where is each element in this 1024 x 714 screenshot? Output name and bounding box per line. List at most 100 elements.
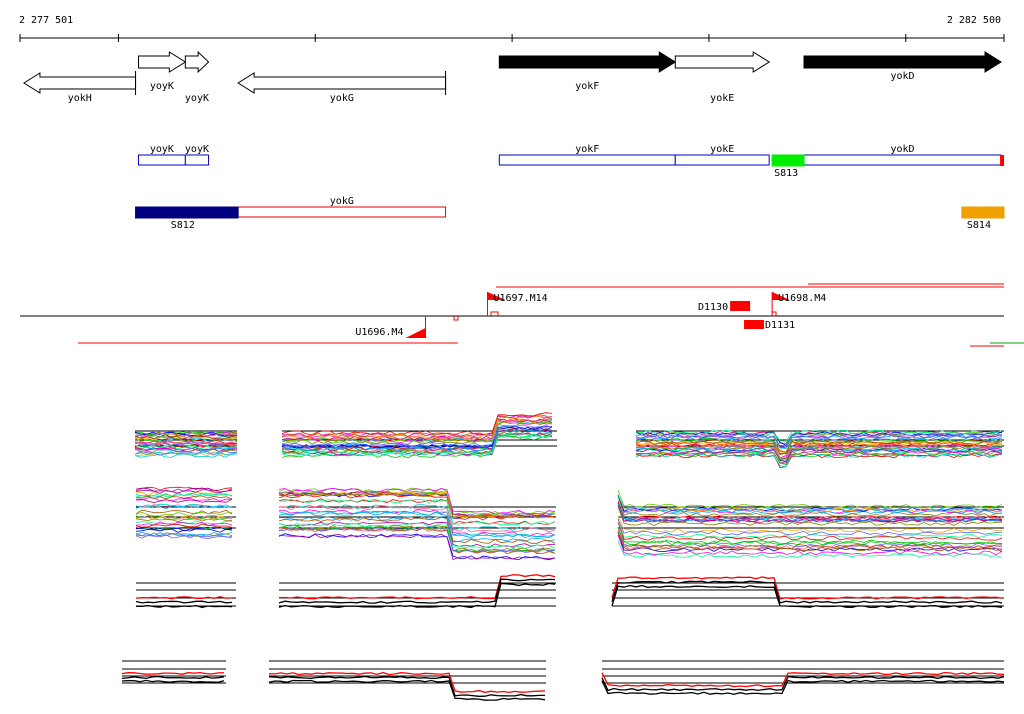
- gene-arrow-yokG: [237, 72, 447, 94]
- profile-trace: [617, 534, 1003, 556]
- profile-block: [281, 412, 557, 459]
- profile-trace: [135, 430, 238, 436]
- profile-trace: [601, 679, 1005, 695]
- profile-trace: [135, 600, 233, 604]
- profile-trace: [617, 529, 1003, 550]
- profile-trace: [635, 438, 1003, 453]
- profile-trace: [635, 453, 1003, 468]
- profile-trace: [279, 515, 556, 543]
- profile-trace: [134, 436, 238, 441]
- profile-trace: [278, 504, 556, 531]
- profile-trace: [135, 528, 233, 533]
- profile-trace: [281, 417, 553, 440]
- annotation-label-yoyK: yoyK: [185, 144, 209, 155]
- signal-bracket: [490, 311, 499, 316]
- profile-trace: [278, 492, 556, 519]
- profile-trace: [635, 452, 1003, 465]
- profile-trace: [617, 532, 1003, 553]
- promoter-label-U1697.M14: U1697.M14: [493, 293, 547, 304]
- profile-trace: [635, 429, 1003, 442]
- profile-trace: [135, 596, 233, 600]
- profile-trace: [617, 528, 1002, 546]
- terminator-label-D1130: D1130: [698, 302, 728, 313]
- profile-trace: [134, 437, 238, 442]
- profile-trace: [135, 521, 233, 526]
- gene-label-yokD: yokD: [890, 71, 914, 82]
- annotation-label-yoyK: yoyK: [150, 144, 174, 155]
- annotation-box-yokD: [803, 154, 1002, 166]
- profile-trace: [121, 671, 225, 675]
- gene-label-yokH: yokH: [68, 93, 92, 104]
- gene-label-yoyK: yoyK: [185, 93, 209, 104]
- profile-block: [135, 582, 236, 609]
- profile-trace: [278, 516, 556, 544]
- annotation-box-yoyK: [184, 154, 210, 166]
- segment-S813: [771, 154, 805, 167]
- segment-label-S814: S814: [967, 220, 991, 231]
- profile-trace: [617, 531, 1003, 550]
- gene-label-yokG: yokG: [330, 93, 354, 104]
- profile-trace: [134, 435, 238, 440]
- gene-label-yokF: yokF: [575, 81, 599, 92]
- profile-trace: [268, 671, 546, 694]
- segment-S812: [135, 206, 239, 219]
- terminator-D1131: [744, 320, 765, 329]
- gene-arrow-yokD: [803, 51, 1002, 73]
- profile-block: [635, 429, 1004, 469]
- profile-trace: [281, 412, 553, 436]
- profile-trace: [611, 584, 1003, 609]
- profile-trace: [281, 434, 553, 457]
- profile-trace: [278, 522, 556, 549]
- profile-trace: [617, 532, 1003, 552]
- profile-trace: [134, 431, 238, 437]
- ruler-start-label: 2 277 501: [19, 15, 73, 26]
- gene-arrow-yoyK: [137, 51, 187, 73]
- profile-trace: [278, 509, 556, 536]
- profile-trace: [635, 443, 1003, 459]
- annotation-label-yokG: yokG: [330, 196, 354, 207]
- profile-trace: [617, 490, 1003, 509]
- profile-trace: [278, 526, 556, 553]
- promoter-flag-U1697.M14: [487, 292, 506, 300]
- annotation-box-yokG: [237, 206, 447, 218]
- gene-label-yokE: yokE: [710, 93, 734, 104]
- profile-trace: [635, 433, 1003, 448]
- profile-trace: [281, 420, 553, 444]
- promoter-label-U1696.M4: U1696.M4: [355, 327, 403, 338]
- profile-trace: [135, 493, 233, 498]
- profile-trace: [134, 432, 238, 438]
- profile-trace: [611, 576, 1003, 600]
- profile-trace: [281, 435, 553, 459]
- profile-trace: [635, 444, 1003, 458]
- profile-trace: [635, 433, 1003, 449]
- profile-block: [278, 574, 556, 609]
- profile-trace: [278, 582, 556, 609]
- profile-trace: [135, 532, 233, 538]
- annotation-box-yoyK: [137, 154, 186, 166]
- profile-trace: [278, 491, 556, 519]
- promoter-flag-U1696.M4: [405, 328, 426, 338]
- profile-block: [278, 487, 556, 561]
- profile-trace: [281, 414, 553, 438]
- profile-trace: [134, 448, 238, 453]
- profile-trace: [278, 533, 556, 561]
- profile-trace: [281, 424, 553, 448]
- gene-arrow-yokF: [498, 51, 677, 73]
- annotation-box-yokE: [674, 154, 770, 166]
- gene-arrow-yoyK: [184, 50, 210, 74]
- gene-arrow-yokH: [22, 72, 137, 94]
- profile-trace: [135, 514, 233, 519]
- profile-trace: [134, 441, 238, 447]
- segment-label-S813: S813: [774, 168, 798, 179]
- annotation-label-yokF: yokF: [575, 144, 599, 155]
- profile-trace: [135, 511, 233, 517]
- profile-trace: [134, 444, 238, 450]
- profile-trace: [635, 445, 1003, 460]
- profile-trace: [281, 418, 553, 442]
- profile-trace: [135, 489, 233, 494]
- profile-trace: [635, 439, 1003, 454]
- profile-trace: [617, 494, 1003, 513]
- segment-label-S812: S812: [171, 220, 195, 231]
- profile-trace: [134, 446, 238, 452]
